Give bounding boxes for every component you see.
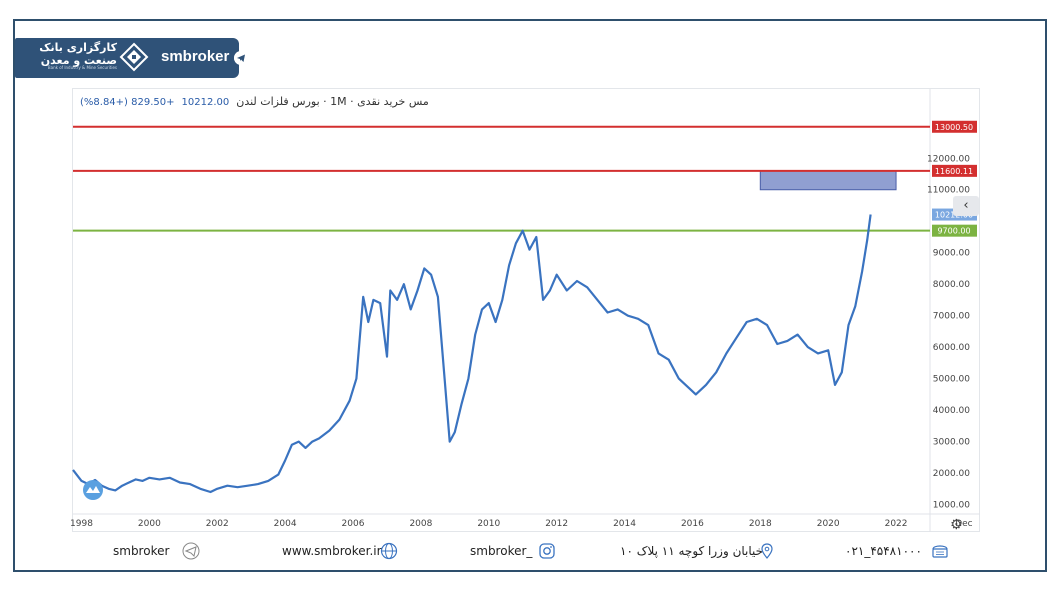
x-tick-label: 2008 — [409, 519, 432, 529]
scroll-right-button[interactable]: ‹ — [953, 196, 979, 216]
footer-instagram[interactable]: smbroker_ — [470, 544, 533, 558]
price-series-line — [72, 214, 872, 494]
footer-address: خیابان وزرا کوچه ۱۱ پلاک ۱۰ — [620, 544, 764, 558]
brand-banner: کارگزاری بانک صنعت و معدن Bank of Indust… — [15, 38, 248, 78]
x-tick-label: 2012 — [545, 519, 568, 529]
x-tick-label: 2020 — [817, 519, 840, 529]
chart-logo-icon — [83, 480, 103, 500]
bank-name-line1: کارگزاری بانک — [39, 41, 117, 54]
y-tick-label: 4000.00 — [933, 406, 970, 416]
y-tick-label: 6000.00 — [933, 343, 970, 353]
x-tick-label: 2022 — [885, 519, 908, 529]
location-pin-icon — [761, 543, 773, 559]
globe-icon — [380, 542, 398, 560]
x-tick-label: 2002 — [206, 519, 229, 529]
x-tick-label: 2014 — [613, 519, 636, 529]
brand-name: smbroker — [161, 48, 230, 65]
x-tick-label: 2010 — [477, 519, 500, 529]
level-label: 13000.50 — [935, 123, 973, 132]
y-tick-label: 2000.00 — [933, 469, 970, 479]
chart-title: مس خرید نقدی · 1M · بورس فلزات لندن — [236, 95, 429, 108]
chart-change: +829.50 (+8.84%) — [80, 97, 175, 108]
settings-gear-icon[interactable]: ⚙ — [950, 517, 963, 533]
y-tick-label: 9000.00 — [933, 249, 970, 259]
instagram-icon — [539, 543, 555, 559]
x-tick-label: 2004 — [274, 519, 297, 529]
y-tick-label: 5000.00 — [933, 375, 970, 385]
footer-telegram[interactable]: smbroker — [113, 544, 170, 558]
level-label-bg — [932, 120, 977, 133]
target-zone-box — [759, 170, 897, 191]
bank-name-line2: صنعت و معدن — [40, 54, 117, 67]
bank-sub: Bank of Industry & Mine Securities — [47, 65, 117, 70]
x-tick-label: 2016 — [681, 519, 704, 529]
y-tick-label: 1000.00 — [933, 501, 970, 511]
x-tick-label: 2006 — [342, 519, 365, 529]
telegram-outline-icon — [182, 542, 200, 560]
chart-area — [72, 88, 980, 532]
outer-frame — [13, 19, 1047, 572]
phone-icon — [932, 545, 948, 558]
level-label: 9700.00 — [937, 227, 970, 236]
level-label-bg — [932, 164, 977, 177]
bank-logo-icon — [119, 42, 149, 72]
y-tick-label: 12000.00 — [927, 154, 970, 164]
level-label: 11600.11 — [935, 167, 973, 176]
x-tick-label: Dec — [955, 519, 972, 529]
y-tick-label: 3000.00 — [933, 438, 970, 448]
y-tick-label: 11000.00 — [927, 186, 970, 196]
y-tick-label: 8000.00 — [933, 280, 970, 290]
x-tick-label: 1998 — [70, 519, 93, 529]
telegram-icon[interactable] — [234, 51, 248, 65]
bank-name: کارگزاری بانک صنعت و معدن — [17, 41, 117, 67]
chart-header: مس خرید نقدی · 1M · بورس فلزات لندن 1021… — [80, 95, 429, 108]
chart-last-value: 10212.00 — [181, 97, 230, 108]
y-tick-label: 7000.00 — [933, 312, 970, 322]
x-tick-label: 2000 — [138, 519, 161, 529]
footer-website[interactable]: www.smbroker.ir — [282, 544, 382, 558]
footer: smbroker www.smbroker.ir smbroker_ خیابا… — [15, 537, 1045, 567]
footer-phone: ۰۲۱_۴۵۴۸۱۰۰۰ — [845, 544, 922, 558]
level-label-bg — [932, 224, 977, 237]
x-tick-label: 2018 — [749, 519, 772, 529]
